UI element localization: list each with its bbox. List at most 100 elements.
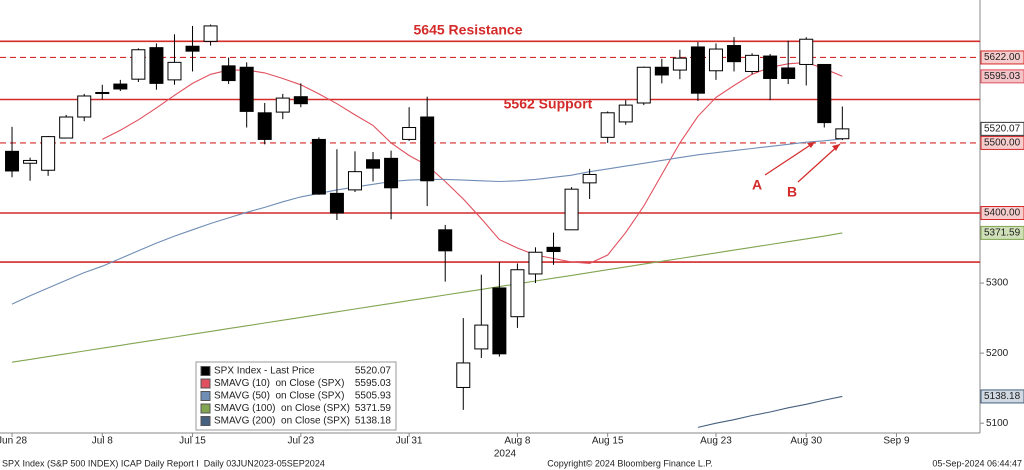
arrow-b-head [832, 144, 840, 151]
value-box [980, 69, 1024, 84]
annotation: A [752, 177, 762, 193]
axes: 5100 5200 5300 Jun 28 Jul 8 Jul 15 Jul 23 Jul 3… [0, 50, 1024, 447]
sma-line [11, 232, 843, 363]
candle-body [239, 66, 254, 112]
annotations: 5645 Resistance 5562 Support A B [414, 22, 841, 200]
year-label: 2024 [494, 449, 517, 460]
legend-value: 5520.07 [355, 366, 392, 377]
x-tick-label: Jul 23 [287, 436, 314, 447]
candle-body [799, 38, 814, 65]
candle-body [781, 67, 796, 79]
value-box-label: 5520.07 [984, 124, 1021, 135]
candle-body [582, 173, 597, 184]
x-tick-label: Jul 15 [179, 436, 206, 447]
y-tick-label: 5200 [986, 348, 1009, 359]
legend-value: 5505.93 [355, 391, 392, 402]
candle-body [528, 251, 543, 275]
candle-body [600, 112, 615, 138]
candles [5, 24, 850, 410]
candle-body [384, 157, 399, 189]
x-tick-label: Jul 8 [92, 436, 114, 447]
y-tick-label: 5100 [986, 418, 1009, 429]
x-tick-label: Jul 31 [396, 436, 423, 447]
candle-body [546, 246, 561, 253]
x-tick-label: Aug 15 [592, 436, 624, 447]
level-box-label: 5622.00 [984, 52, 1021, 63]
candle-body [763, 55, 778, 79]
annotation: 5645 Resistance [414, 22, 523, 38]
legend-label: SMAVG (50) on Close (SPX) [214, 391, 344, 402]
candle-body [492, 287, 507, 355]
legend-label: SMAVG (200) on Close (SPX) [214, 416, 350, 427]
candle-body [185, 45, 200, 52]
value-box [980, 121, 1024, 136]
value-box [980, 225, 1024, 240]
footer-right: 05-Sep-2024 06:44:47 [932, 458, 1022, 468]
candle-body [257, 112, 272, 140]
candle-body [5, 150, 20, 172]
candle-body [672, 57, 687, 71]
candle-body [510, 269, 525, 318]
candle-body [131, 49, 146, 80]
candle-body [167, 61, 182, 81]
legend-label: SPX Index - Last Price [214, 366, 315, 377]
candle-body [59, 116, 74, 139]
candle-body [636, 66, 651, 104]
x-tick-label: Aug 30 [790, 436, 822, 447]
candle-body [113, 83, 128, 90]
value-box-label: 5595.03 [984, 71, 1021, 82]
level-box-label: 5500.00 [984, 138, 1021, 149]
candle-body [23, 159, 38, 164]
candle-body [203, 25, 218, 42]
candle-body [727, 45, 742, 63]
candle-body [275, 97, 290, 113]
y-tick-label: 5300 [986, 278, 1009, 289]
candle-body [690, 46, 705, 94]
arrow-a [764, 141, 816, 176]
legend-value: 5138.18 [355, 416, 392, 427]
candle-body [41, 136, 56, 171]
candle-body [293, 96, 308, 105]
level-box [980, 135, 1024, 150]
footer-left: SPX Index (S&P 500 INDEX) ICAP Daily Rep… [2, 458, 325, 468]
value-box-label: 5138.18 [984, 391, 1021, 402]
x-tick-label: Aug 23 [700, 436, 732, 447]
legend-swatch [200, 378, 211, 389]
candle-body [420, 116, 435, 182]
candle-body [366, 159, 381, 169]
arrow-b [797, 143, 841, 183]
candle-body [654, 66, 669, 76]
candle-body [77, 95, 92, 118]
candle-body [474, 324, 489, 350]
value-box-label: 5371.59 [984, 228, 1021, 239]
legend-box [195, 361, 397, 431]
legend-swatch [200, 391, 211, 401]
legend: SPX Index - Last Price 5520.07 SMAVG (10) … [195, 361, 397, 431]
candle-body [708, 48, 723, 72]
legend-value: 5371.59 [355, 403, 392, 414]
candle-body [95, 91, 110, 94]
candle-body [311, 138, 326, 195]
candle-body [564, 188, 579, 231]
value-box [980, 389, 1024, 404]
legend-value: 5595.03 [355, 378, 392, 389]
candle-body [221, 65, 236, 82]
arrow-a-head [807, 142, 815, 148]
candle-body [817, 63, 832, 124]
candle-body [618, 104, 633, 123]
candle-body [329, 192, 344, 214]
legend-swatch [200, 366, 211, 376]
annotation: B [787, 184, 797, 200]
sma-line [697, 395, 843, 428]
x-tick-label: Sep 9 [883, 436, 910, 447]
candle-body [438, 229, 453, 252]
footer-center: Copyright© 2024 Bloomberg Finance L.P. [547, 458, 713, 468]
level-box [980, 205, 1024, 220]
level-box-label: 5400.00 [984, 208, 1021, 219]
candle-body [745, 54, 760, 72]
candle-body [456, 362, 471, 388]
legend-label: SMAVG (10) on Close (SPX) [214, 378, 344, 389]
x-tick-label: Aug 8 [504, 436, 531, 447]
legend-label: SMAVG (100) on Close (SPX) [214, 403, 350, 414]
candle-body [347, 171, 362, 191]
